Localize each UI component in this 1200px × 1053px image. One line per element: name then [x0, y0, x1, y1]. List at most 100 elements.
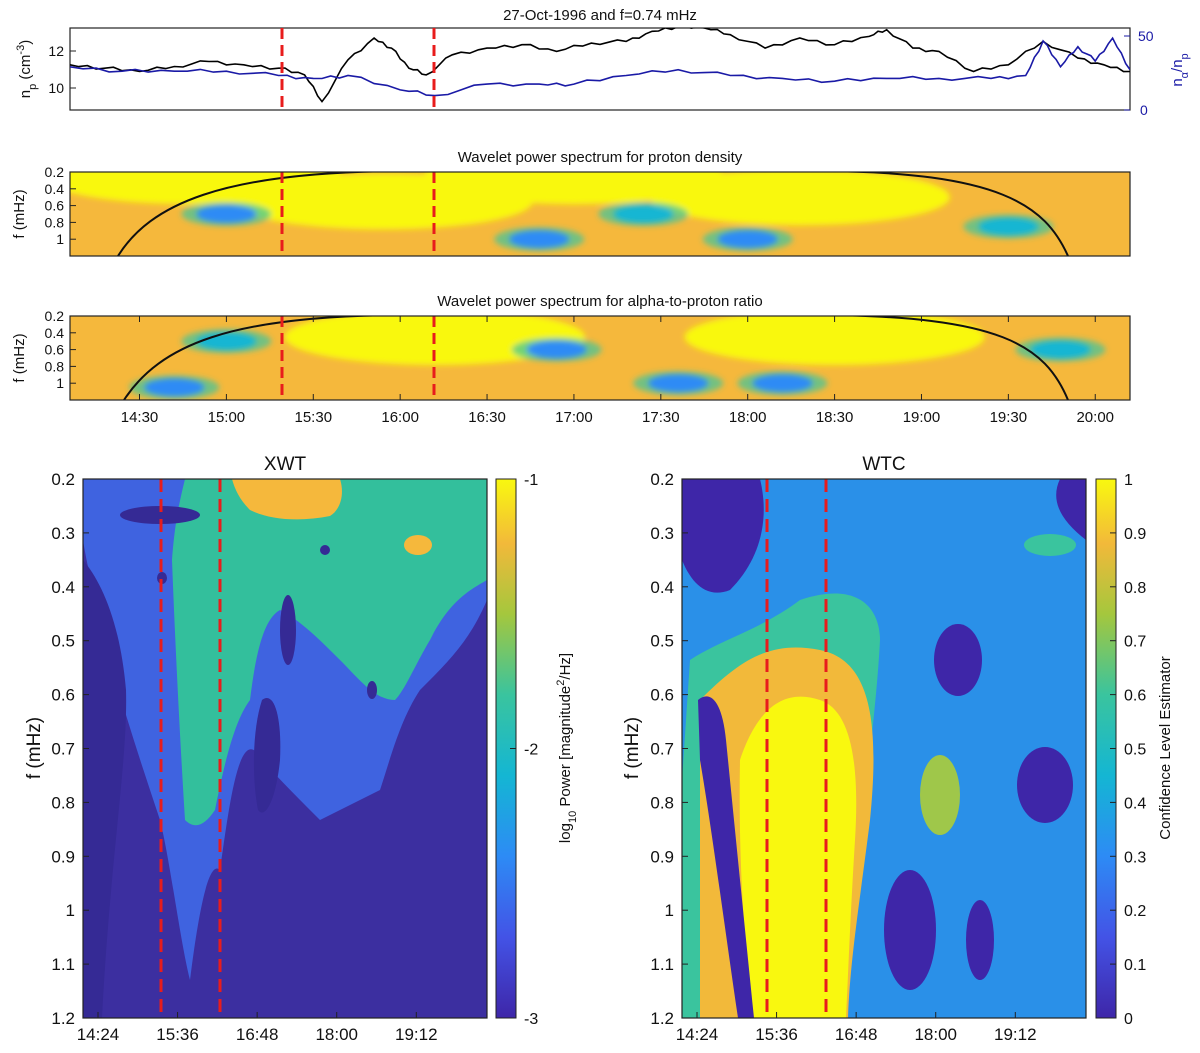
wavelet-blob — [196, 205, 257, 223]
ytick-label: 0.8 — [45, 358, 65, 374]
xtick-label: 14:24 — [676, 1025, 719, 1044]
wavelet-blob — [526, 340, 587, 359]
panel-wavelet-proton-title: Wavelet power spectrum for proton densit… — [458, 149, 743, 166]
wavelet-blob — [717, 230, 778, 249]
colorbar-tick: -2 — [524, 742, 538, 759]
colorbar-tick: 0.8 — [1124, 580, 1146, 597]
xtick-label: 19:00 — [903, 409, 941, 426]
colorbar-tick: 0.5 — [1124, 742, 1146, 759]
wavelet-blob — [752, 374, 813, 393]
wtc-region-dark-topleft — [682, 479, 764, 593]
colorbar-tick: -1 — [524, 472, 538, 489]
wtc-region-dark-topright — [1056, 479, 1086, 540]
colorbar-tick: 0.2 — [1124, 903, 1146, 920]
ytick-label: 1 — [66, 901, 75, 920]
ylabel-right: nα/np — [1169, 53, 1191, 86]
xtick-label: 19:12 — [994, 1025, 1037, 1044]
ytick-left-12: 12 — [48, 43, 64, 59]
xwt-region-orange — [232, 479, 342, 520]
panel-wavelet-alpha: Wavelet power spectrum for alpha-to-prot… — [11, 293, 1131, 426]
wavelet-blob — [196, 332, 257, 351]
colorbar-wtc-label: Confidence Level Estimator — [1157, 656, 1174, 839]
xtick-label: 19:12 — [395, 1025, 438, 1044]
wavelet-blob — [684, 316, 985, 365]
colorbar-tick: 0.7 — [1124, 634, 1146, 651]
ytick-left-10: 10 — [48, 80, 64, 96]
wavelet-blob — [144, 378, 205, 397]
ytick-label: 0.2 — [650, 470, 674, 489]
ytick-label: 0.8 — [45, 214, 65, 230]
xtick-label: 19:30 — [990, 409, 1028, 426]
ytick-label: 0.6 — [51, 686, 75, 705]
ylabel-p4: f (mHz) — [24, 717, 45, 779]
colorbar-tick: 0.9 — [1124, 526, 1146, 543]
wavelet-blob — [648, 374, 709, 393]
xtick-label: 18:00 — [315, 1025, 358, 1044]
ytick-label: 0.4 — [650, 578, 674, 597]
wtc-region-greenblob — [920, 755, 960, 835]
xtick-label: 18:00 — [914, 1025, 957, 1044]
colorbar-tick: 0.3 — [1124, 849, 1146, 866]
ytick-label: 0.2 — [51, 470, 75, 489]
xtick-label: 18:30 — [816, 409, 854, 426]
ylabel-p5: f (mHz) — [622, 717, 643, 779]
xtick-label: 15:00 — [208, 409, 246, 426]
ytick-label: 0.7 — [650, 740, 674, 759]
colorbar-tick: 0.6 — [1124, 688, 1146, 705]
colorbar-tick: 1 — [1124, 472, 1133, 489]
series-line-proton-density — [70, 28, 1130, 103]
wavelet-blob — [1030, 340, 1091, 359]
panel-wavelet-alpha-title: Wavelet power spectrum for alpha-to-prot… — [437, 293, 762, 310]
panel-timeseries-title: 27-Oct-1996 and f=0.74 mHz — [503, 7, 697, 24]
ytick-label: 1 — [56, 375, 64, 391]
xtick-label: 17:30 — [642, 409, 680, 426]
ytick-label: 0.4 — [45, 325, 65, 341]
ytick-label: 0.2 — [45, 308, 65, 324]
wavelet-blob — [978, 217, 1039, 236]
ytick-label: 0.9 — [650, 847, 674, 866]
ylabel-p3: f (mHz) — [11, 333, 28, 382]
ytick-label: 1.1 — [51, 955, 75, 974]
colorbar-xwt-label: log10 Power [magnitude2/Hz] — [555, 653, 579, 843]
xwt-region-darkstreak — [83, 560, 127, 1018]
xtick-label: 16:48 — [236, 1025, 279, 1044]
ytick-right-0: 0 — [1140, 102, 1148, 118]
wavelet-blob — [649, 172, 950, 226]
panel-wtc-title: WTC — [862, 454, 905, 475]
xtick-label: 20:00 — [1076, 409, 1114, 426]
wtc-region-yellow — [739, 696, 857, 1018]
coi-curve-proton — [117, 172, 1069, 256]
ytick-label: 1.2 — [650, 1009, 674, 1028]
coi-curve-alpha — [123, 316, 1069, 400]
xtick-label: 18:00 — [729, 409, 767, 426]
xtick-label: 17:00 — [555, 409, 593, 426]
ytick-label: 0.6 — [45, 342, 65, 358]
xwt-region-darkstreak2 — [253, 698, 281, 813]
colorbar-tick: 0 — [1124, 1011, 1133, 1028]
wtc-region-darkstreak — [698, 696, 754, 1018]
ytick-label: 0.4 — [51, 578, 75, 597]
xtick-label: 16:48 — [835, 1025, 878, 1044]
series-line-alpha-ratio — [70, 36, 1130, 97]
panel-timeseries: 27-Oct-1996 and f=0.74 mHz 10 12 np (cm-… — [15, 7, 1191, 118]
ytick-label: 0.2 — [45, 164, 65, 180]
panel-xwt: XWT 0.2 0.3 0.4 0.5 0.6 0.7 0.8 0.9 1 1.1 1.2 14:2… — [24, 454, 579, 1044]
panel-wtc: WTC 0.2 0.3 0.4 0.5 0.6 0.7 0.8 0.9 1 1.1 1.2 14:2… — [622, 454, 1174, 1044]
colorbar-tick: 0.4 — [1124, 795, 1146, 812]
xtick-label: 15:30 — [295, 409, 333, 426]
ytick-label: 0.3 — [650, 524, 674, 543]
ytick-label: 0.4 — [45, 181, 65, 197]
ytick-label: 0.6 — [45, 198, 65, 214]
ylabel-left: np (cm-3) — [15, 40, 39, 98]
ylabel-p2: f (mHz) — [11, 189, 28, 238]
ytick-label: 0.6 — [650, 686, 674, 705]
panel-wavelet-proton: Wavelet power spectrum for proton densit… — [11, 149, 1131, 257]
xtick-label: 14:30 — [121, 409, 159, 426]
xtick-label: 14:24 — [77, 1025, 120, 1044]
ytick-label: 0.8 — [51, 793, 75, 812]
xwt-region-green — [172, 479, 487, 826]
ytick-label: 1.2 — [51, 1009, 75, 1028]
xtick-label: 15:36 — [755, 1025, 798, 1044]
wavelet-blob — [613, 205, 674, 223]
